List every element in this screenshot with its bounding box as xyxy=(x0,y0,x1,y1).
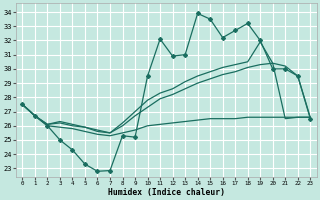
X-axis label: Humidex (Indice chaleur): Humidex (Indice chaleur) xyxy=(108,188,225,197)
